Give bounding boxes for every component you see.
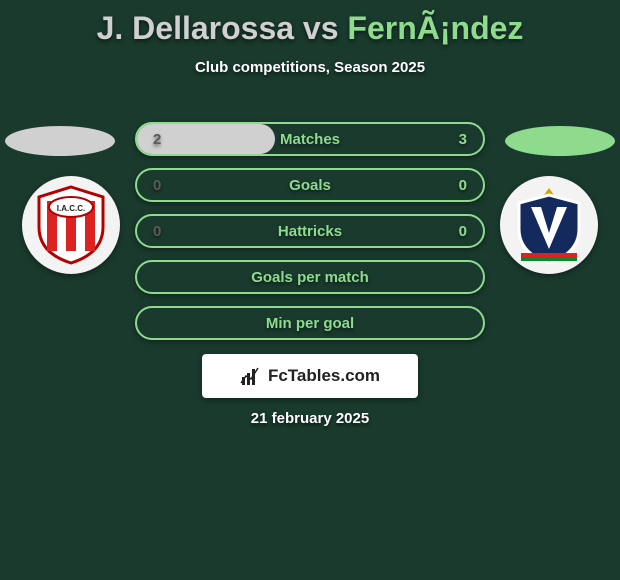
stat-value-left: 2	[153, 124, 161, 154]
stat-value-right: 3	[459, 124, 467, 154]
player2-name: FernÃ¡ndez	[347, 10, 523, 46]
player1-name: J. Dellarossa	[97, 10, 294, 46]
stat-label: Matches	[280, 131, 340, 148]
bar-chart-icon	[240, 365, 262, 387]
stat-label: Goals	[289, 177, 331, 194]
subtitle: Club competitions, Season 2025	[0, 59, 620, 76]
stat-label: Hattricks	[278, 223, 342, 240]
date-text: 21 february 2025	[0, 410, 620, 427]
iacc-shield-icon: I.A.C.C.	[29, 183, 113, 267]
stat-label: Min per goal	[266, 315, 354, 332]
vs-text: vs	[303, 10, 339, 46]
brand-box: FcTables.com	[202, 354, 418, 398]
player2-club-logo	[500, 176, 598, 274]
stats-panel: 2 Matches 3 0 Goals 0 0 Hattricks 0 Goals per mat…	[135, 122, 485, 352]
velez-shield-icon	[507, 183, 591, 267]
player2-ellipse	[505, 126, 615, 156]
stat-row: Min per goal	[135, 306, 485, 340]
brand-text: FcTables.com	[268, 366, 380, 386]
comparison-card: J. Dellarossa vs FernÃ¡ndez Club competi…	[0, 0, 620, 580]
stat-row: 0 Hattricks 0	[135, 214, 485, 248]
player1-club-logo: I.A.C.C.	[22, 176, 120, 274]
stat-value-right: 0	[459, 216, 467, 246]
stat-label: Goals per match	[251, 269, 369, 286]
stat-row: 0 Goals 0	[135, 168, 485, 202]
stat-row: 2 Matches 3	[135, 122, 485, 156]
page-title: J. Dellarossa vs FernÃ¡ndez	[0, 0, 620, 47]
stat-value-right: 0	[459, 170, 467, 200]
stat-value-left: 0	[153, 170, 161, 200]
stat-value-left: 0	[153, 216, 161, 246]
stat-row: Goals per match	[135, 260, 485, 294]
svg-text:I.A.C.C.: I.A.C.C.	[57, 204, 85, 213]
player1-ellipse	[5, 126, 115, 156]
